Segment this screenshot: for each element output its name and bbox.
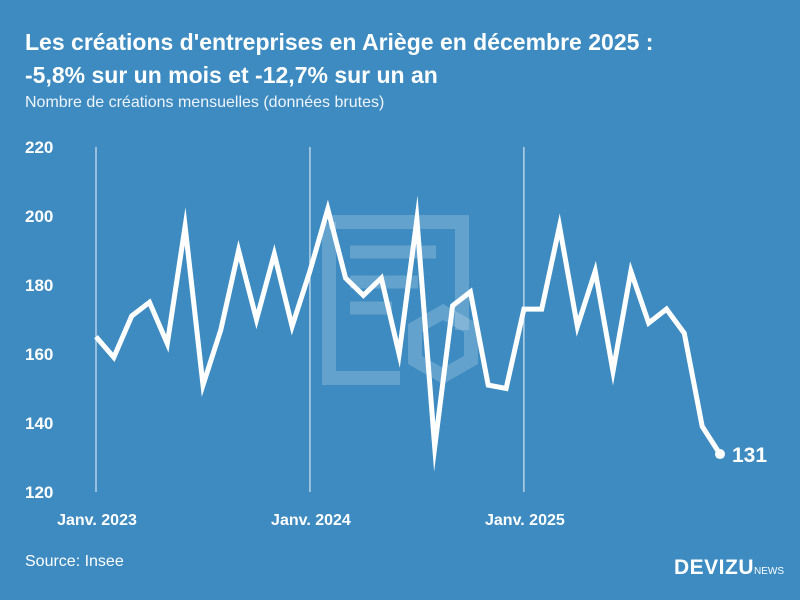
title-line-1: Les créations d'entreprises en Ariège en… — [25, 29, 654, 55]
last-value-label: 131 — [732, 444, 767, 467]
x-tick-label: Janv. 2024 — [271, 512, 351, 529]
y-tick-label: 120 — [25, 483, 53, 502]
y-tick-label: 160 — [25, 345, 53, 364]
x-tick-label: Janv. 2023 — [57, 512, 137, 529]
chart-subtitle: Nombre de créations mensuelles (données … — [25, 94, 385, 111]
y-tick-label: 180 — [25, 276, 53, 295]
y-tick-label: 200 — [25, 207, 53, 226]
logo-main: DEVIZU — [674, 556, 755, 579]
x-tick-label: Janv. 2025 — [485, 512, 565, 529]
y-axis: 120 140 160 180 200 220 — [25, 138, 53, 502]
chart-title: Les créations d'entreprises en Ariège en… — [25, 26, 653, 92]
x-axis: Janv. 2023 Janv. 2024 Janv. 2025 — [57, 512, 565, 529]
series-line — [94, 195, 723, 472]
title-line-2: -5,8% sur un mois et -12,7% sur un an — [25, 62, 438, 88]
devizu-logo: DEVIZUNEWS — [674, 556, 784, 580]
y-tick-label: 220 — [25, 138, 53, 157]
source-note: Source: Insee — [25, 553, 124, 570]
logo-suffix: NEWS — [754, 566, 785, 577]
data-point — [715, 449, 725, 460]
y-tick-label: 140 — [25, 414, 53, 433]
